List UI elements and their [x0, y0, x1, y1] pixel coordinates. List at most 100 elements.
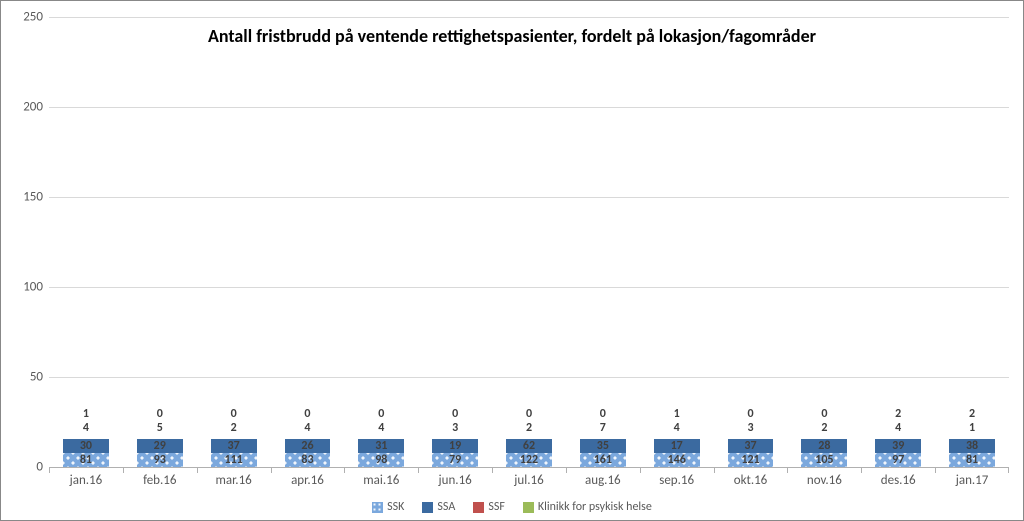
data-label: 2 — [895, 407, 901, 421]
bar-segment-ssk: 83 — [285, 453, 331, 467]
data-label: 39 — [892, 439, 904, 453]
bar-stack: 813812 — [949, 439, 995, 467]
gridline — [49, 197, 1009, 198]
y-tick-label: 0 — [9, 460, 43, 475]
x-tick-mark — [344, 467, 345, 473]
x-tick-label: aug.16 — [585, 473, 621, 488]
data-label: 122 — [520, 453, 538, 467]
legend-label: Klinikk for psykisk helse — [538, 500, 652, 514]
data-label: 97 — [892, 453, 904, 467]
data-label: 17 — [671, 439, 683, 453]
bar-stack: 1113720 — [211, 439, 257, 467]
bar-segment-ssa: 37 — [728, 439, 774, 453]
bar-segment-ssk: 98 — [358, 453, 404, 467]
x-tick-label: mai.16 — [363, 473, 399, 488]
data-label: 4 — [674, 421, 680, 435]
data-label: 0 — [747, 407, 753, 421]
bar-group: 813041jan.16 — [49, 17, 123, 467]
data-label: 3 — [452, 421, 458, 435]
y-tick-label: 50 — [9, 370, 43, 385]
data-label: 0 — [526, 407, 532, 421]
data-label: 0 — [378, 407, 384, 421]
y-tick-label: 250 — [9, 10, 43, 25]
data-label: 30 — [80, 439, 92, 453]
x-tick-mark — [640, 467, 641, 473]
bar-segment-ssa: 35 — [580, 439, 626, 453]
data-label: 2 — [526, 421, 532, 435]
x-tick-label: des.16 — [881, 473, 916, 488]
data-label: 4 — [378, 421, 384, 435]
bar-segment-ssk: 93 — [137, 453, 183, 467]
bar-group: 1613570aug.16 — [566, 17, 640, 467]
gridline — [49, 287, 1009, 288]
legend-item-ssf: SSF — [473, 500, 505, 514]
x-tick-label: jun.16 — [439, 473, 472, 488]
bar-segment-ssa: 62 — [506, 439, 552, 453]
data-label: 26 — [301, 439, 313, 453]
y-tick-label: 100 — [9, 280, 43, 295]
data-label: 35 — [597, 439, 609, 453]
data-label: 28 — [818, 439, 830, 453]
bar-group: 791930jun.16 — [418, 17, 492, 467]
chart-container: Antall fristbrudd på ventende rettighets… — [0, 0, 1024, 521]
gridline — [49, 377, 1009, 378]
data-label: 4 — [895, 421, 901, 435]
data-label: 81 — [80, 453, 92, 467]
x-tick-mark — [418, 467, 419, 473]
data-label: 31 — [375, 439, 387, 453]
data-label: 4 — [83, 421, 89, 435]
data-label: 0 — [157, 407, 163, 421]
bar-group: 832640apr.16 — [271, 17, 345, 467]
data-label: 1 — [83, 407, 89, 421]
x-tick-mark — [492, 467, 493, 473]
data-label: 0 — [452, 407, 458, 421]
data-label: 2 — [969, 407, 975, 421]
x-tick-mark — [49, 467, 50, 473]
data-label: 7 — [600, 421, 606, 435]
data-label: 3 — [747, 421, 753, 435]
y-tick-label: 150 — [9, 190, 43, 205]
bar-segment-ssk: 105 — [801, 453, 847, 467]
bar-stack: 1213730 — [728, 439, 774, 467]
legend-swatch — [422, 502, 433, 513]
bar-stack: 813041 — [63, 439, 109, 467]
bar-segment-ssk: 121 — [728, 453, 774, 467]
bar-group: 932950feb.16 — [123, 17, 197, 467]
gridline — [49, 17, 1009, 18]
bar-stack: 1613570 — [580, 439, 626, 467]
bar-segment-ssk: 81 — [63, 453, 109, 467]
bar-segment-ssa: 30 — [63, 439, 109, 453]
bar-segment-ssa: 37 — [211, 439, 257, 453]
data-label: 19 — [449, 439, 461, 453]
bar-stack: 932950 — [137, 439, 183, 467]
plot-area: 813041jan.16932950feb.161113720mar.16832… — [49, 17, 1009, 468]
x-tick-label: mar.16 — [215, 473, 251, 488]
bar-group: 1052820nov.16 — [787, 17, 861, 467]
legend-label: SSK — [387, 500, 404, 514]
bar-stack: 1461741 — [654, 439, 700, 467]
data-label: 98 — [375, 453, 387, 467]
bar-group: 983140mai.16 — [344, 17, 418, 467]
data-label: 0 — [821, 407, 827, 421]
data-label: 111 — [224, 453, 242, 467]
x-tick-mark — [197, 467, 198, 473]
bar-stack: 1052820 — [801, 439, 847, 467]
data-label: 83 — [301, 453, 313, 467]
bar-segment-ssa: 19 — [432, 439, 478, 453]
x-tick-mark — [566, 467, 567, 473]
legend-swatch — [372, 502, 383, 513]
bar-stack: 832640 — [285, 439, 331, 467]
bar-group: 973942des.16 — [861, 17, 935, 467]
data-label: 79 — [449, 453, 461, 467]
x-tick-mark — [714, 467, 715, 473]
x-tick-label: jan.17 — [956, 473, 989, 488]
legend-swatch — [473, 502, 484, 513]
data-label: 161 — [594, 453, 612, 467]
x-tick-label: apr.16 — [291, 473, 324, 488]
legend-item-ssk: SSK — [372, 500, 404, 514]
bar-group: 813812jan.17 — [935, 17, 1009, 467]
bar-stack: 1226220 — [506, 439, 552, 467]
x-tick-mark — [935, 467, 936, 473]
bar-segment-ssk: 111 — [211, 453, 257, 467]
data-label: 4 — [304, 421, 310, 435]
